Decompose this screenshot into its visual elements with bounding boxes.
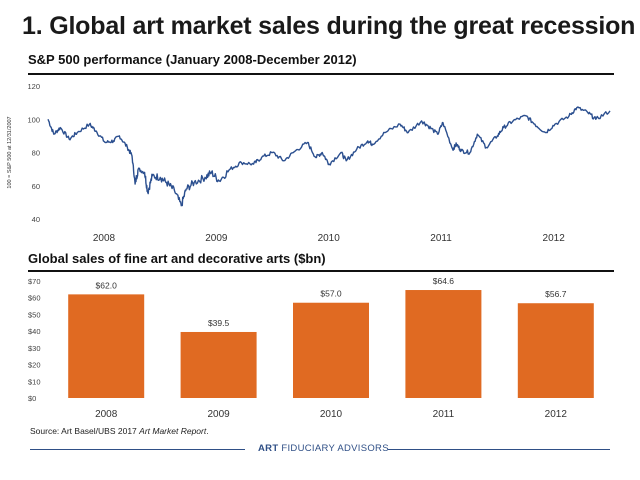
x-tick-label-2012: 2012 bbox=[545, 409, 568, 420]
x-tick-label-0: 2008 bbox=[93, 233, 116, 244]
y-axis-label: 100 = S&P 500 at 12/31/2007 bbox=[7, 116, 13, 188]
y-tick-label-1: $10 bbox=[28, 377, 41, 386]
y-tick-label-5: $50 bbox=[28, 310, 41, 319]
bar-2008 bbox=[68, 294, 145, 398]
footer-brand-bold: ART bbox=[258, 443, 279, 454]
y-tick-label-4: 120 bbox=[27, 82, 40, 91]
bar-data-label-2010: $57.0 bbox=[320, 289, 342, 299]
page-title: 1. Global art market sales during the gr… bbox=[22, 12, 636, 40]
x-tick-label-4: 2012 bbox=[543, 233, 566, 244]
sp500-series-line bbox=[47, 106, 611, 207]
bar-data-label-2012: $56.7 bbox=[545, 289, 567, 299]
bar-data-label-2009: $39.5 bbox=[208, 318, 230, 328]
footer-brand-rest: FIDUCIARY ADVISORS bbox=[278, 443, 389, 454]
x-tick-label-2008: 2008 bbox=[95, 409, 118, 420]
bar-2012 bbox=[517, 303, 594, 398]
x-tick-label-2011: 2011 bbox=[433, 409, 455, 420]
x-tick-label-3: 2011 bbox=[430, 233, 452, 244]
y-tick-label-3: 100 bbox=[27, 115, 40, 124]
y-tick-label-2: 80 bbox=[32, 149, 40, 158]
bar-chart-title: Global sales of fine art and decorative … bbox=[28, 251, 326, 266]
y-tick-label-4: $40 bbox=[28, 327, 41, 336]
footer-line-right bbox=[388, 449, 610, 450]
line-chart-rule bbox=[28, 73, 614, 75]
source-suffix: . bbox=[206, 426, 209, 436]
x-tick-label-1: 2009 bbox=[205, 233, 228, 244]
bar-data-label-2008: $62.0 bbox=[96, 280, 118, 290]
source-prefix: Source: Art Basel/UBS 2017 bbox=[30, 426, 140, 436]
y-tick-label-6: $60 bbox=[28, 294, 41, 303]
footer-line-left bbox=[30, 449, 245, 450]
source-report-name: Art Market Report bbox=[139, 426, 207, 436]
y-tick-label-0: $0 bbox=[28, 394, 36, 403]
x-tick-label-2: 2010 bbox=[318, 233, 341, 244]
bar-data-label-2011: $64.6 bbox=[433, 276, 455, 286]
footer-brand: ART FIDUCIARY ADVISORS bbox=[258, 443, 389, 454]
bar-2009 bbox=[180, 331, 257, 398]
line-chart-title: S&P 500 performance (January 2008-Decemb… bbox=[28, 52, 357, 67]
y-tick-label-0: 40 bbox=[32, 215, 40, 224]
bar-chart-rule bbox=[28, 270, 614, 272]
x-tick-label-2010: 2010 bbox=[320, 409, 343, 420]
bar-2010 bbox=[293, 302, 369, 398]
y-tick-label-3: $30 bbox=[28, 344, 41, 353]
bar-2011 bbox=[405, 290, 482, 398]
y-tick-label-1: 60 bbox=[32, 182, 40, 191]
source-note: Source: Art Basel/UBS 2017 Art Market Re… bbox=[30, 426, 209, 436]
y-tick-label-2: $20 bbox=[28, 361, 41, 370]
x-tick-label-2009: 2009 bbox=[207, 409, 230, 420]
y-tick-label-7: $70 bbox=[28, 277, 41, 286]
